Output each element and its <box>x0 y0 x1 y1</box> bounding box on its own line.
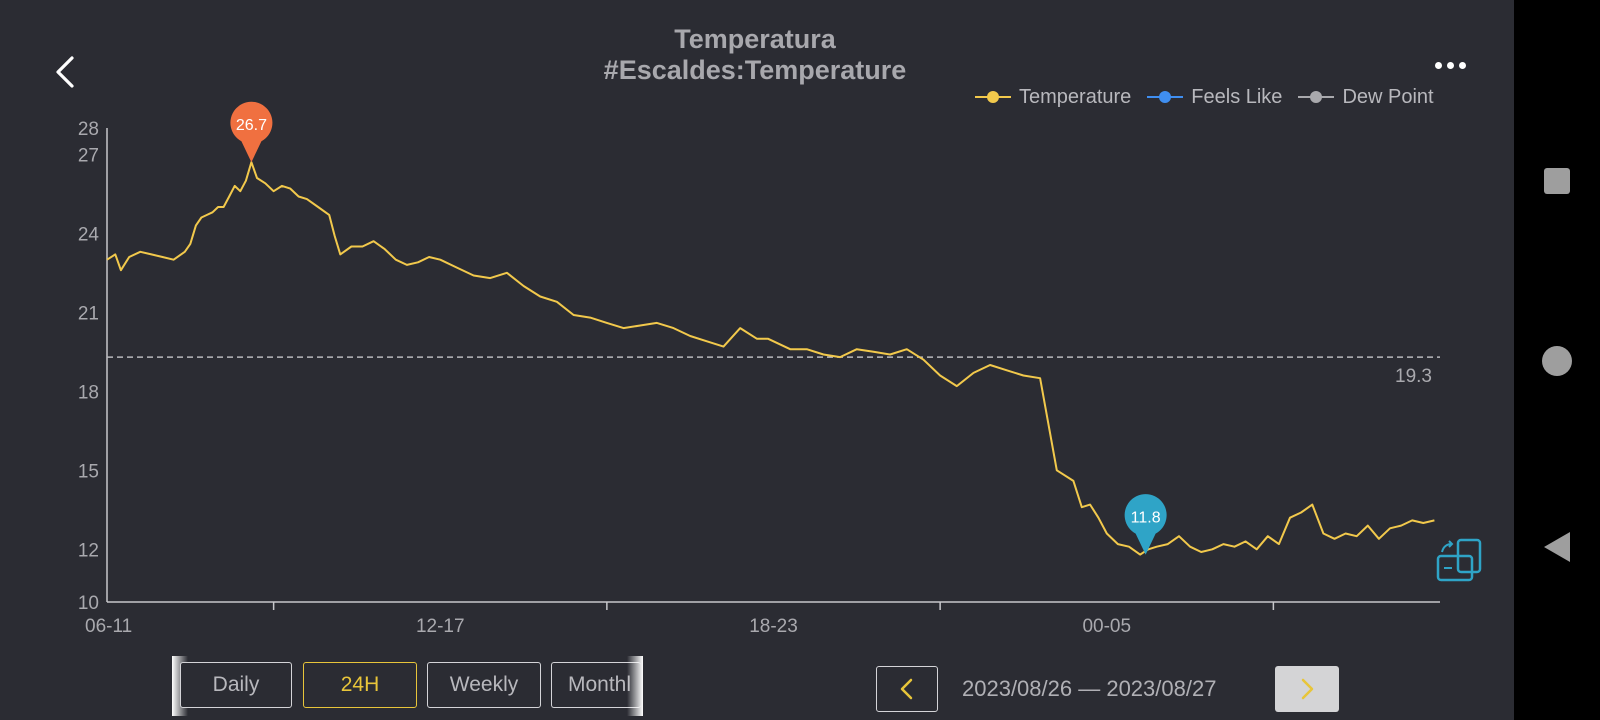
min-value-pin[interactable]: 11.8 <box>1124 494 1167 555</box>
legend-item-dew-point[interactable]: Dew Point <box>1298 85 1434 109</box>
y-tick-label: 28 <box>78 119 99 140</box>
rotate-screen-icon[interactable] <box>1436 538 1484 586</box>
scroll-fade-right <box>627 656 643 716</box>
y-tick-label: 10 <box>78 593 99 614</box>
x-tick-label: 12-17 <box>416 616 465 637</box>
previous-range-button[interactable] <box>876 666 938 712</box>
temperature-series-line <box>106 161 1435 556</box>
more-dot-icon <box>1458 61 1466 69</box>
legend-label: Feels Like <box>1191 85 1283 108</box>
legend-marker-icon <box>1147 91 1184 103</box>
title-line-1: Temperatura <box>674 24 836 54</box>
x-tick-label: 06-11 <box>85 616 132 637</box>
max-value-pin[interactable]: 26.7 <box>230 101 273 163</box>
rotate-screen-glyph <box>1436 538 1482 582</box>
min-value-pin-label: 11.8 <box>1131 510 1161 527</box>
more-dot-icon <box>1446 61 1454 69</box>
back-button[interactable] <box>48 52 88 92</box>
period-24h-button[interactable]: 24H <box>303 662 417 708</box>
period-label: Monthl <box>568 673 632 696</box>
legend-label: Dew Point <box>1342 85 1434 108</box>
title-line-2: #Escaldes:Temperature <box>603 55 907 85</box>
more-options-button[interactable] <box>1428 50 1472 80</box>
chevron-left-icon <box>900 678 913 700</box>
chevron-left-icon <box>56 56 74 88</box>
legend-item-temperature[interactable]: Temperature <box>975 86 1131 109</box>
period-label: Weekly <box>449 673 519 696</box>
chart-legend: Temperature Feels Like Dew Point <box>975 84 1434 110</box>
circle-icon <box>1542 346 1572 376</box>
y-tick-label: 18 <box>78 382 99 403</box>
average-label: 19.3 <box>1395 366 1432 387</box>
app-screen: Temperatura #Escaldes:Temperature Temper… <box>48 24 1484 716</box>
period-daily-button[interactable]: Daily <box>180 662 292 708</box>
y-tick-label: 15 <box>78 461 99 482</box>
chevron-right-icon <box>1301 678 1314 700</box>
period-label: Daily <box>212 673 260 696</box>
home-button[interactable] <box>1514 336 1600 386</box>
x-tick-label: 18-23 <box>749 616 798 637</box>
recent-apps-button[interactable] <box>1514 156 1600 206</box>
max-value-pin-marker <box>230 101 273 163</box>
period-monthly-button[interactable]: Monthl <box>551 662 641 708</box>
y-tick-label: 24 <box>78 224 100 245</box>
system-back-button[interactable] <box>1514 522 1600 572</box>
triangle-back-icon <box>1544 532 1570 562</box>
min-value-pin-marker <box>1124 494 1167 555</box>
next-range-button[interactable] <box>1275 666 1339 712</box>
temperature-chart: 10 12 15 18 21 24 27 28 06-11 12-17 18-23 00-05 19.3… <box>78 101 1440 637</box>
square-icon <box>1544 168 1570 194</box>
legend-marker-icon <box>1298 91 1335 103</box>
y-tick-label: 12 <box>78 540 99 561</box>
x-tick-label: 00-05 <box>1082 616 1131 637</box>
max-value-pin-label: 26.7 <box>236 117 267 134</box>
more-dot-icon <box>1434 61 1442 69</box>
period-weekly-button[interactable]: Weekly <box>427 662 541 708</box>
legend-marker-icon <box>975 91 1011 103</box>
system-navigation-bar <box>1514 0 1600 720</box>
y-tick-label: 27 <box>78 145 99 166</box>
legend-label: Temperature <box>1019 85 1132 108</box>
date-range-label: 2023/08/26 — 2023/08/27 <box>962 676 1217 701</box>
legend-item-feels-like[interactable]: Feels Like <box>1147 86 1282 109</box>
period-label: 24H <box>340 673 380 696</box>
y-tick-label: 21 <box>78 303 99 324</box>
chart-title: Temperatura #Escaldes:Temperature <box>500 24 1010 86</box>
